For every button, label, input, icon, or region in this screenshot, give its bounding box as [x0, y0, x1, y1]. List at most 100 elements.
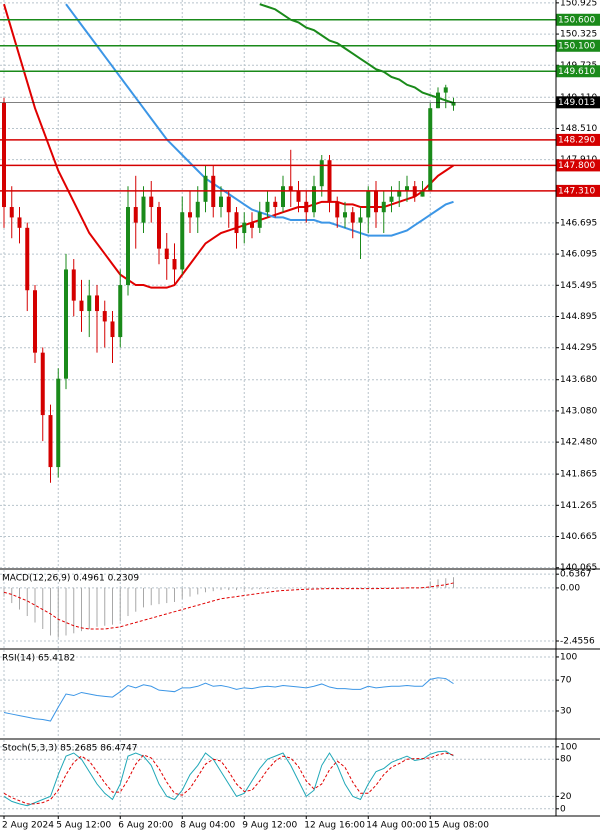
- candle-body: [25, 228, 29, 290]
- bar: [66, 588, 67, 636]
- candle-body: [444, 87, 448, 92]
- y-tick-label: 0.00: [560, 583, 580, 593]
- y-tick-label: 141.865: [560, 470, 597, 480]
- candle-body: [436, 93, 440, 109]
- level-label: 147.800: [558, 161, 595, 171]
- y-tick-label: 140.665: [560, 532, 597, 542]
- candle-body: [304, 202, 308, 212]
- y-tick-label: 100: [560, 742, 577, 752]
- bar: [360, 588, 361, 589]
- y-tick-label: 146.695: [560, 218, 597, 228]
- candle-body: [359, 217, 363, 222]
- candle-body: [33, 290, 37, 352]
- series-line: [66, 4, 454, 235]
- bar: [143, 588, 144, 607]
- candle-body: [165, 249, 169, 259]
- bar: [166, 588, 167, 603]
- candle-body: [72, 269, 76, 300]
- panel-title: RSI(14) 65.4182: [2, 654, 75, 664]
- candle-body: [204, 176, 208, 202]
- bar: [345, 588, 346, 589]
- x-tick-label: 5 Aug 12:00: [56, 821, 111, 831]
- candle-body: [343, 212, 347, 217]
- y-tick-label: 70: [560, 676, 572, 686]
- candle-body: [335, 202, 339, 218]
- candle-body: [266, 202, 270, 212]
- y-tick-label: -2.4556: [560, 636, 595, 646]
- candle-body: [397, 191, 401, 196]
- panel: [0, 0, 556, 568]
- bar: [50, 588, 51, 636]
- candle-body: [95, 295, 99, 311]
- y-tick-label: 144.295: [560, 343, 597, 353]
- panel-title: MACD(12,26,9) 0.4961 0.2309: [2, 574, 139, 584]
- bar: [120, 588, 121, 621]
- candle-body: [173, 259, 177, 269]
- candle-body: [118, 285, 122, 337]
- x-tick-label: 14 Aug 00:00: [366, 821, 427, 831]
- bar: [97, 588, 98, 627]
- candle-body: [382, 202, 386, 212]
- candle-body: [452, 102, 456, 105]
- x-tick-label: 9 Aug 12:00: [242, 821, 297, 831]
- series-line: [4, 4, 454, 287]
- bar: [182, 588, 183, 599]
- candle-body: [134, 207, 138, 223]
- bar: [73, 588, 74, 633]
- level-label: 148.290: [558, 135, 595, 145]
- bar: [58, 588, 59, 638]
- bar: [151, 588, 152, 605]
- bar: [244, 588, 245, 590]
- candle-body: [390, 197, 394, 202]
- bar: [174, 588, 175, 602]
- candle-body: [273, 202, 277, 207]
- level-label: 150.600: [558, 15, 595, 25]
- candle-body: [180, 212, 184, 269]
- level-label: 149.610: [558, 67, 595, 77]
- bar: [89, 588, 90, 629]
- candle-body: [366, 191, 370, 217]
- bar: [213, 588, 214, 591]
- candle-body: [328, 160, 332, 202]
- candle-body: [320, 160, 324, 186]
- y-tick-label: 142.480: [560, 438, 597, 448]
- candle-body: [258, 212, 262, 228]
- y-tick-label: 0.6367: [560, 570, 592, 580]
- candle-body: [312, 186, 316, 212]
- bar: [228, 588, 229, 590]
- x-tick-label: 6 Aug 20:00: [118, 821, 173, 831]
- y-tick-label: 148.510: [560, 124, 597, 134]
- bar: [81, 588, 82, 631]
- candle-body: [18, 217, 22, 227]
- y-tick-label: 0: [560, 804, 566, 814]
- bar: [19, 588, 20, 610]
- bar: [112, 588, 113, 625]
- candle-body: [428, 108, 432, 191]
- bar: [283, 588, 284, 589]
- panel: [0, 650, 556, 738]
- y-tick-label: 80: [560, 755, 572, 765]
- bar: [252, 588, 253, 590]
- candle-body: [149, 197, 153, 207]
- bar: [35, 588, 36, 623]
- candle-body: [421, 191, 425, 196]
- y-tick-label: 145.495: [560, 281, 597, 291]
- bar: [11, 588, 12, 603]
- candle-body: [80, 301, 84, 311]
- candle-body: [297, 191, 301, 201]
- level-label: 147.310: [558, 186, 595, 196]
- candle-body: [157, 207, 161, 249]
- candle-body: [351, 212, 355, 222]
- level-label: 150.100: [558, 41, 595, 51]
- candle-body: [374, 191, 378, 212]
- y-tick-label: 150.925: [560, 0, 597, 8]
- candle-body: [188, 212, 192, 217]
- y-tick-label: 144.895: [560, 312, 597, 322]
- bar: [42, 588, 43, 629]
- y-tick-label: 100: [560, 652, 577, 662]
- bar: [259, 588, 260, 589]
- bar: [221, 588, 222, 590]
- bar: [197, 588, 198, 594]
- bar: [159, 588, 160, 604]
- candle-body: [41, 353, 45, 415]
